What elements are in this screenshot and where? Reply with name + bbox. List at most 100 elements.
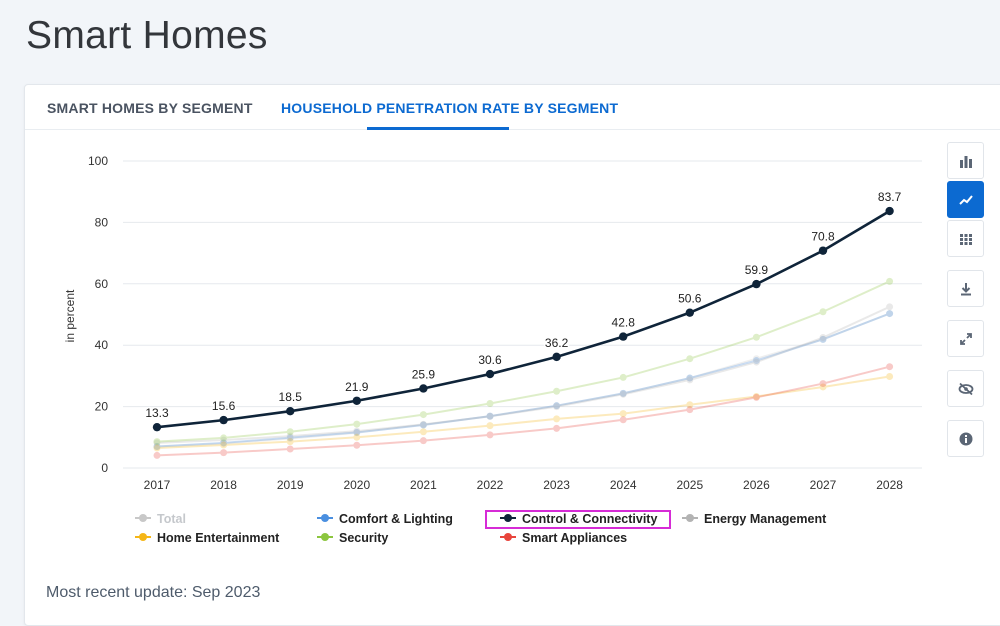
- expand-icon: [959, 332, 972, 345]
- data-point: [153, 444, 161, 452]
- series-total: [153, 310, 894, 451]
- data-point: [286, 432, 294, 440]
- data-label: 36.2: [545, 336, 569, 350]
- legend-item-smart-appliances[interactable]: Smart Appliances: [500, 531, 627, 545]
- data-point: [553, 402, 561, 410]
- data-point: [352, 396, 361, 405]
- legend-label: Smart Appliances: [522, 531, 627, 545]
- series-line: [156, 280, 891, 443]
- x-tick-label: 2028: [876, 478, 903, 492]
- data-point: [886, 373, 894, 381]
- x-tick-label: 2026: [743, 478, 770, 492]
- info-button[interactable]: [947, 420, 984, 457]
- series-smart-appliances: [153, 363, 894, 459]
- data-point: [686, 401, 694, 409]
- data-point: [220, 441, 228, 449]
- data-point: [486, 412, 494, 420]
- y-tick-label: 20: [95, 400, 109, 414]
- download-icon: [960, 282, 971, 295]
- legend-item-comfort-lighting[interactable]: Comfort & Lighting: [317, 512, 453, 526]
- data-point: [419, 411, 427, 419]
- data-point: [752, 393, 760, 401]
- tab-household-penetration-rate[interactable]: HOUSEHOLD PENETRATION RATE BY SEGMENT: [281, 100, 619, 116]
- data-point: [886, 303, 894, 311]
- data-point: [486, 412, 494, 420]
- x-axis-ticks: 2017 2018 2019 2020 2021 2022 2023 2024 2025 2026…: [144, 478, 904, 492]
- data-label: 15.6: [212, 399, 236, 413]
- data-point: [752, 358, 760, 366]
- x-tick-label: 2025: [676, 478, 703, 492]
- x-tick-label: 2017: [144, 478, 171, 492]
- last-update-note: Most recent update: Sep 2023: [46, 584, 261, 601]
- legend-label: Security: [339, 531, 388, 545]
- chart-legend: Total Comfort & Lighting Control & Connect…: [135, 512, 827, 545]
- legend-label: Energy Management: [704, 512, 827, 526]
- legend-item-total[interactable]: Total: [135, 512, 186, 526]
- series-line: [156, 305, 891, 444]
- data-point: [153, 438, 161, 446]
- y-tick-label: 0: [101, 461, 108, 475]
- data-point: [886, 363, 894, 371]
- data-point: [419, 428, 427, 436]
- series-line: [156, 365, 890, 457]
- data-point: [220, 434, 228, 442]
- data-point: [552, 352, 561, 362]
- data-point: [353, 427, 361, 435]
- data-point: [819, 308, 827, 316]
- bar-chart-button[interactable]: [947, 142, 984, 179]
- data-point: [818, 246, 828, 255]
- data-point: [419, 384, 428, 393]
- data-point: [286, 434, 294, 442]
- line-chart: 0 20 40 60 80 100 2017 2018 2019 2020 2021 2022 202…: [63, 154, 922, 545]
- data-point: [553, 402, 561, 410]
- series-line: [156, 375, 890, 450]
- y-tick-label: 100: [88, 154, 108, 168]
- page-title: Smart Homes: [26, 14, 268, 57]
- legend-item-energy-management[interactable]: Energy Management: [682, 512, 827, 526]
- legend-item-home-entertainment[interactable]: Home Entertainment: [135, 531, 280, 545]
- data-point: [419, 421, 427, 429]
- active-tab-indicator: [367, 127, 509, 130]
- data-point: [419, 420, 427, 428]
- data-point: [886, 277, 894, 285]
- y-axis-ticks: 0 20 40 60 80 100: [88, 154, 108, 475]
- data-point: [886, 310, 894, 318]
- data-point: [153, 439, 161, 447]
- x-tick-label: 2027: [810, 478, 837, 492]
- table-button[interactable]: [947, 220, 984, 257]
- data-point: [220, 439, 228, 447]
- data-point: [819, 335, 827, 343]
- data-point: [686, 374, 694, 382]
- data-point: [686, 374, 694, 382]
- chart-card: SMART HOMES BY SEGMENT HOUSEHOLD PENETRA…: [24, 84, 1000, 626]
- data-label: 13.3: [145, 406, 169, 420]
- fullscreen-button[interactable]: [947, 320, 984, 357]
- data-label: 50.6: [678, 292, 702, 306]
- data-point: [619, 332, 628, 341]
- hide-button[interactable]: [947, 370, 984, 407]
- hide-icon: [958, 382, 973, 395]
- info-icon: [959, 432, 972, 445]
- chart-series: 13.3 15.6 18.5 21.9 25.9 30.6 36.2 42.8 50.6 59.9…: [144, 189, 903, 459]
- legend-label: Home Entertainment: [157, 531, 280, 545]
- legend-item-security[interactable]: Security: [317, 531, 388, 545]
- tab-smart-homes-by-segment[interactable]: SMART HOMES BY SEGMENT: [47, 100, 253, 116]
- line-chart-button[interactable]: [947, 181, 984, 218]
- series-home-entertainment: [153, 373, 894, 452]
- data-point: [886, 310, 894, 318]
- x-tick-label: 2024: [610, 478, 637, 492]
- data-point: [619, 390, 627, 398]
- data-label: 70.8: [811, 230, 835, 244]
- legend-marker: [139, 514, 147, 522]
- data-point: [885, 206, 894, 216]
- data-point: [752, 392, 760, 400]
- download-button[interactable]: [947, 270, 984, 307]
- data-point: [819, 334, 827, 342]
- data-point: [286, 428, 294, 436]
- legend-marker: [321, 514, 329, 522]
- series-security: [153, 277, 894, 446]
- y-tick-label: 40: [95, 338, 109, 352]
- data-point: [686, 376, 694, 384]
- data-point: [486, 412, 494, 420]
- legend-item-control-connectivity[interactable]: Control & Connectivity: [500, 512, 657, 526]
